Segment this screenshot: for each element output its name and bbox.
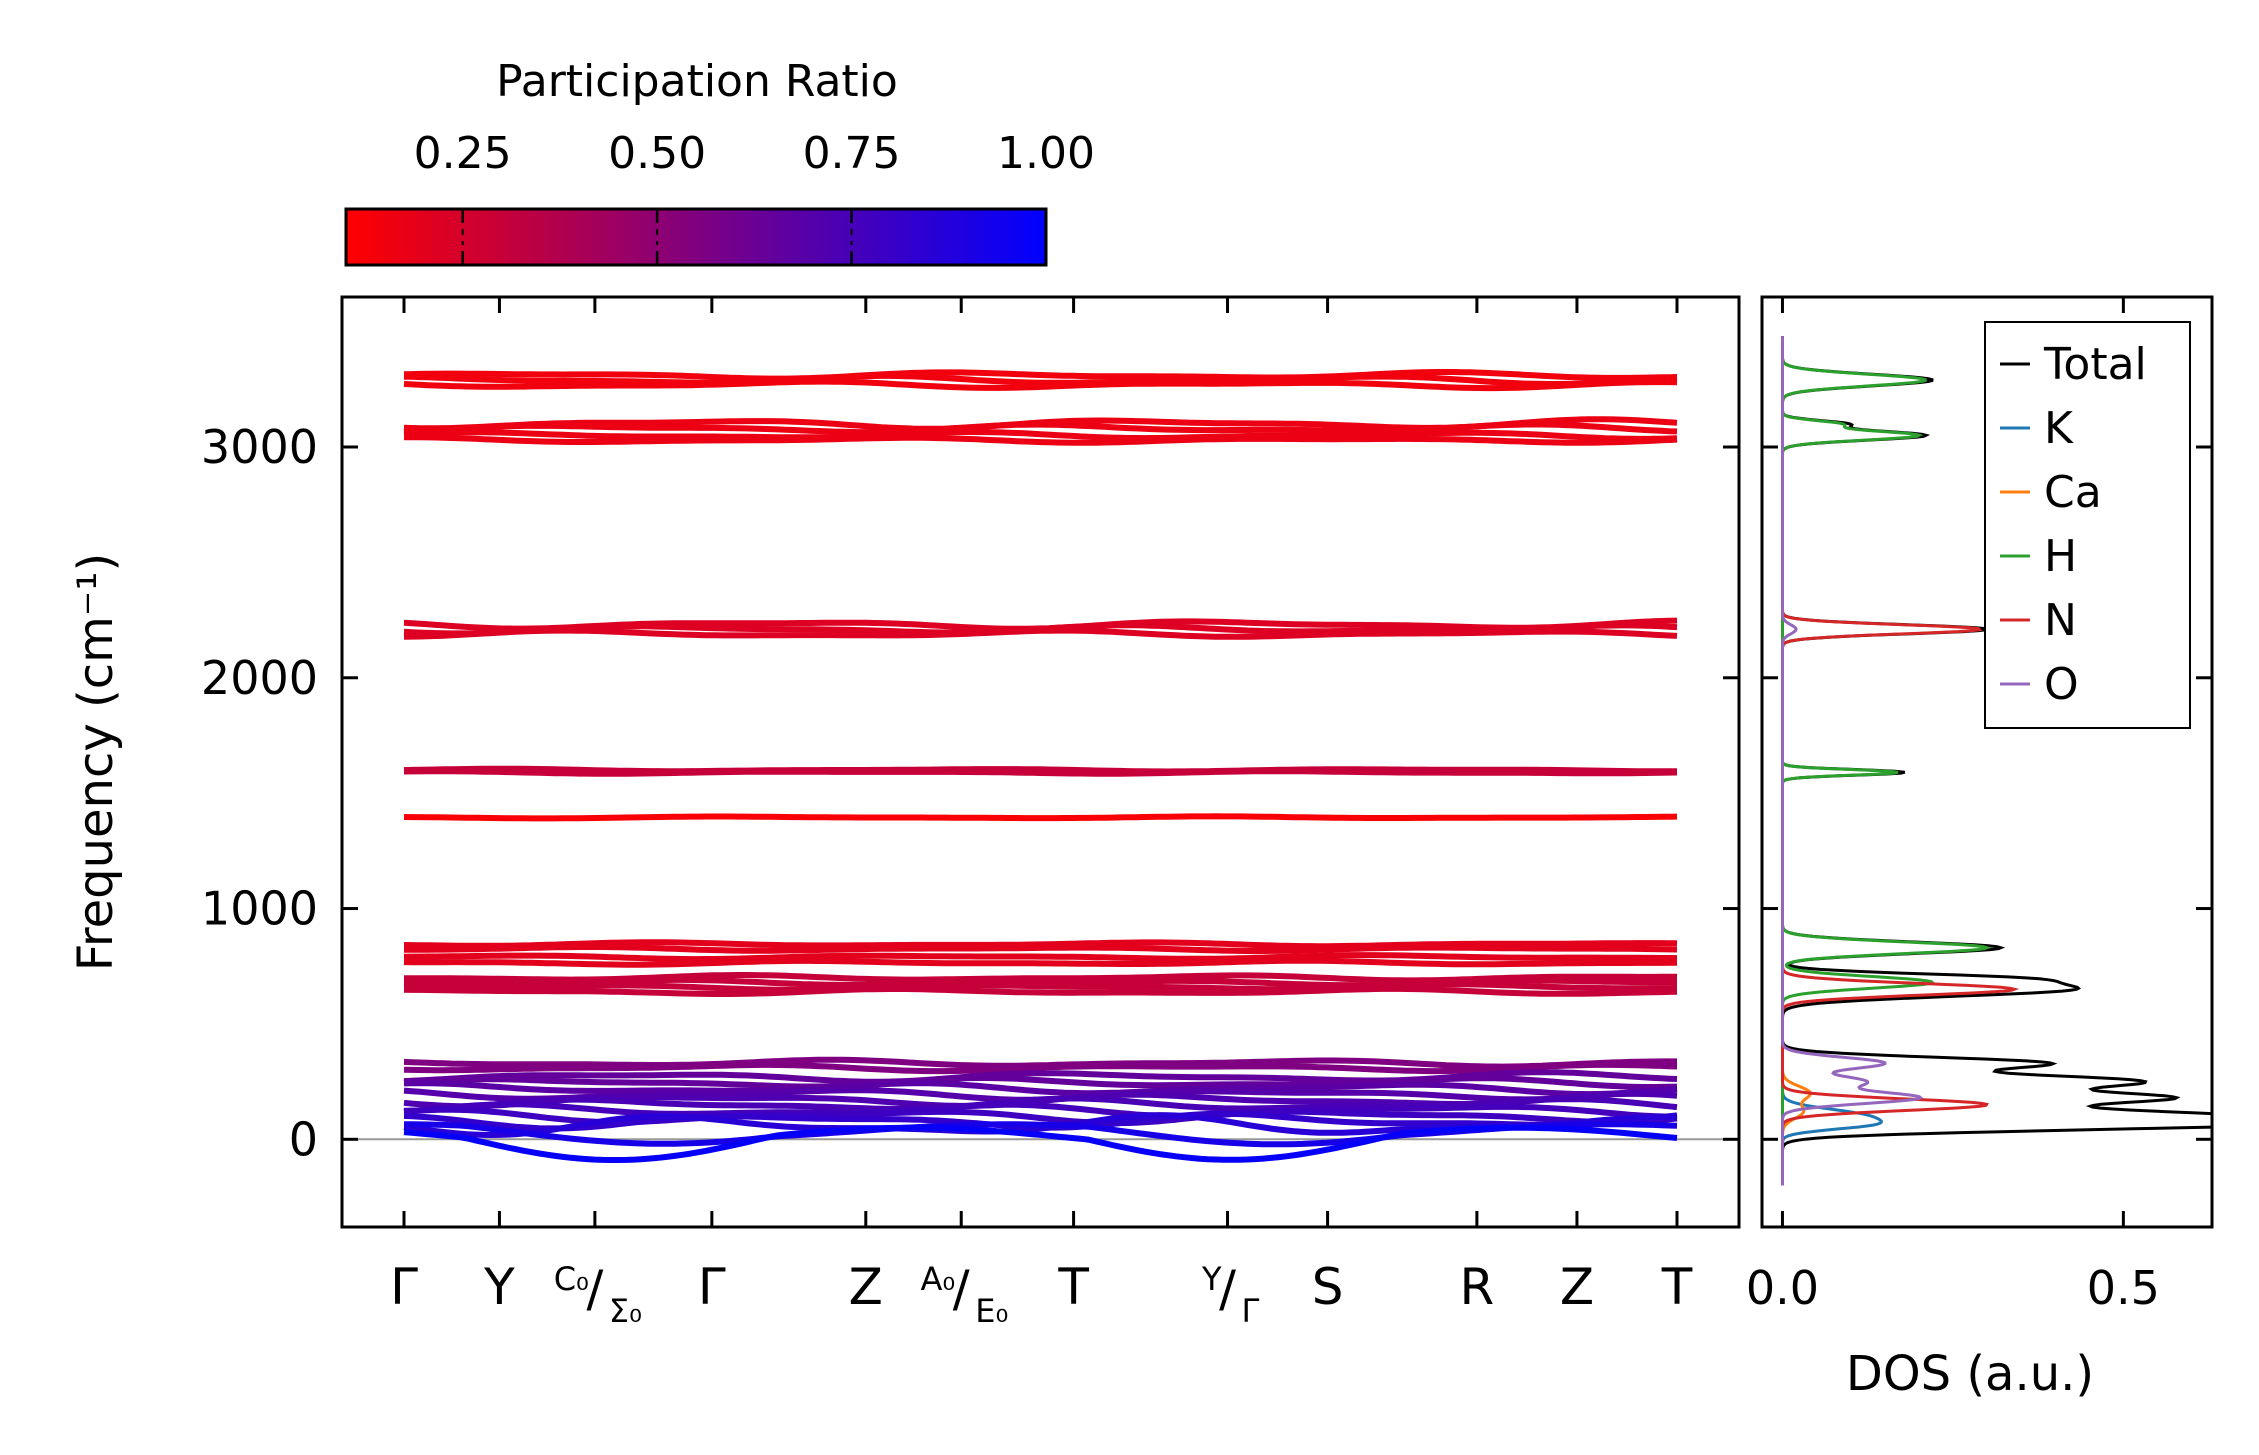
- colorbar-tick-label: 0.50: [608, 128, 706, 179]
- band-kpoint-ticks: Γ Y C₀/Σ₀ Γ Z A₀/E₀ T Y/Γ S R Z T: [390, 297, 1693, 1330]
- band-lines: [403, 369, 1678, 1163]
- kpoint-label-sub: Σ₀: [609, 1292, 642, 1330]
- band-line: [403, 372, 1678, 387]
- band-plot-frame: [340, 295, 1741, 1229]
- kpoint-label: S: [1312, 1258, 1344, 1316]
- band-line: [403, 981, 1678, 993]
- band-line: [403, 421, 1678, 436]
- colorbar-tick-label: 1.00: [997, 128, 1095, 179]
- kpoint-label: Y: [483, 1258, 515, 1316]
- dos-panel: 0.0 0.5 DOS (a.u.) Total K Ca HNO: [1746, 295, 2214, 1402]
- y-tick-label: 2000: [201, 651, 318, 705]
- band-line: [403, 1075, 1678, 1090]
- band-line: [403, 957, 1678, 968]
- legend-item-o: O: [2000, 659, 2079, 710]
- dos-x-ticks: 0.0 0.5: [1746, 297, 2160, 1315]
- kpoint-label: Z: [1560, 1258, 1594, 1316]
- legend-label: N: [2044, 595, 2077, 646]
- colorbar-title: Participation Ratio: [496, 56, 898, 107]
- colorbar-tick-label: 0.75: [803, 128, 901, 179]
- legend-label: Total: [2043, 339, 2147, 390]
- colorbar-ticks: 0.25 0.50 0.75 1.00: [414, 128, 1095, 265]
- dos-plot-frame: [1760, 295, 2214, 1229]
- dos-x-axis-label: DOS (a.u.): [1846, 1346, 2094, 1402]
- band-line: [403, 1095, 1678, 1114]
- y-tick-label: 0: [289, 1112, 318, 1166]
- y-axis-label: Frequency (cm⁻¹): [68, 553, 124, 971]
- legend-item-h: H: [2000, 531, 2077, 582]
- legend-item-total: Total: [2000, 339, 2147, 390]
- kpoint-label-slash: /: [1219, 1260, 1236, 1318]
- band-line: [403, 627, 1678, 640]
- dos-curves: [1781, 336, 2212, 1186]
- kpoint-label: Z: [849, 1258, 883, 1316]
- kpoint-label-sub: Γ: [1242, 1292, 1260, 1330]
- kpoint-label: Γ: [390, 1258, 418, 1316]
- band-line: [403, 985, 1678, 997]
- legend-item-ca: Ca: [2000, 467, 2102, 518]
- dos-series-ca: [1781, 336, 1812, 1186]
- dos-y-ticks: [1762, 445, 2212, 1141]
- kpoint-label-slash: /: [586, 1260, 603, 1318]
- band-line: [403, 768, 1678, 777]
- kpoint-label: T: [1057, 1258, 1089, 1316]
- band-y-ticks: 0 1000 2000 3000: [201, 420, 1739, 1166]
- band-line: [403, 813, 1678, 822]
- kpoint-label: A₀/E₀: [921, 1260, 1009, 1330]
- kpoint-label: T: [1661, 1258, 1693, 1316]
- kpoint-label-sub: E₀: [975, 1292, 1008, 1330]
- kpoint-label: Y/Γ: [1201, 1260, 1260, 1330]
- kpoint-label-top: A₀: [921, 1260, 956, 1298]
- y-tick-label: 3000: [201, 420, 318, 474]
- legend-item-n: N: [2000, 595, 2077, 646]
- band-line: [403, 939, 1678, 950]
- legend-label: Ca: [2044, 467, 2102, 518]
- dos-legend: Total K Ca HNO: [1984, 321, 2191, 729]
- dos-x-tick-label: 0.5: [2087, 1261, 2160, 1315]
- band-line: [403, 1080, 1678, 1098]
- legend-label: H: [2044, 531, 2077, 582]
- kpoint-label-slash: /: [953, 1260, 970, 1318]
- band-line: [403, 378, 1678, 392]
- band-line: [403, 1101, 1678, 1120]
- dos-x-tick-label: 0.0: [1746, 1261, 1819, 1315]
- band-line: [403, 952, 1678, 963]
- y-tick-label: 1000: [201, 882, 318, 936]
- colorbar-tick-label: 0.25: [414, 128, 512, 179]
- kpoint-label-top: Y: [1201, 1260, 1222, 1298]
- band-line: [403, 1061, 1678, 1075]
- kpoint-label: C₀/Σ₀: [554, 1260, 642, 1330]
- band-line: [403, 976, 1677, 989]
- band-line: [404, 434, 1678, 446]
- band-line: [403, 429, 1678, 442]
- colorbar-gradient: [344, 207, 1048, 267]
- kpoint-label: Γ: [698, 1258, 726, 1316]
- dos-series-o: [1781, 336, 1924, 1186]
- band-line: [404, 944, 1678, 954]
- legend-frame: [1984, 321, 2191, 729]
- kpoint-label: R: [1460, 1258, 1495, 1316]
- band-line: [403, 1124, 1678, 1163]
- legend-label: K: [2044, 403, 2074, 454]
- legend-item-k: K: [2000, 403, 2074, 454]
- band-line: [403, 369, 1678, 382]
- legend-label: O: [2044, 659, 2079, 710]
- kpoint-label-top: C₀: [554, 1260, 589, 1298]
- colorbar: Participation Ratio 0.25 0.50 0.75 1.00: [344, 56, 1095, 267]
